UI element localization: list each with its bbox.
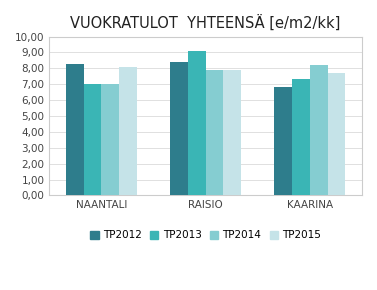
Bar	[310, 65, 328, 195]
Bar	[170, 62, 188, 195]
Bar	[206, 70, 224, 195]
Bar	[328, 73, 345, 195]
Bar	[224, 70, 241, 195]
Title: VUOKRATULOT  YHTEENSÄ [e/m2/kk]: VUOKRATULOT YHTEENSÄ [e/m2/kk]	[70, 15, 341, 31]
Bar	[292, 79, 310, 195]
Bar	[66, 64, 84, 195]
Bar	[188, 51, 206, 195]
Bar	[119, 67, 137, 195]
Bar	[274, 87, 292, 195]
Bar	[84, 84, 101, 195]
Bar	[101, 84, 119, 195]
Legend: TP2012, TP2013, TP2014, TP2015: TP2012, TP2013, TP2014, TP2015	[86, 226, 325, 244]
